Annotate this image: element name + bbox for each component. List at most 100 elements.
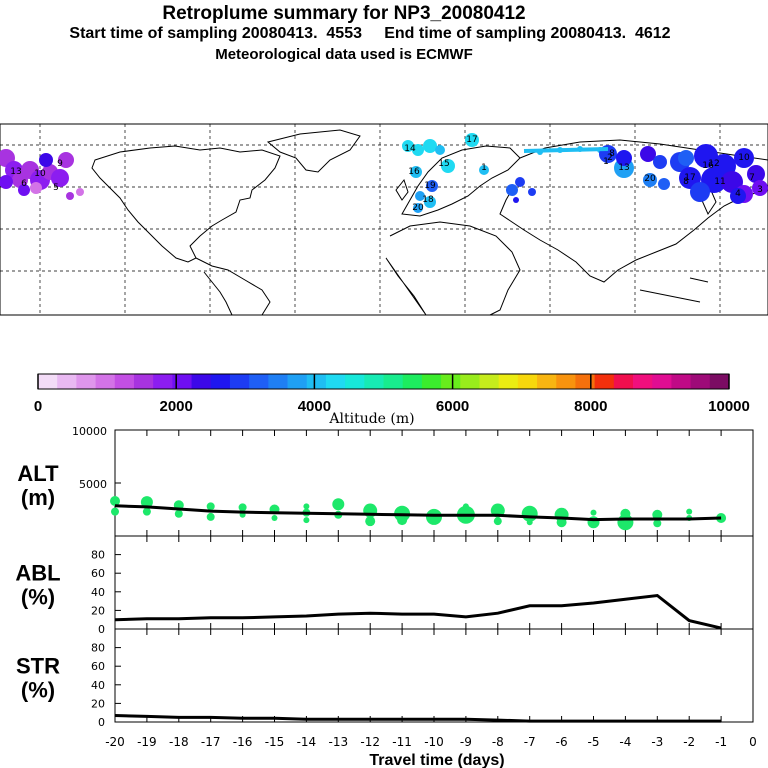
colorbar-swatch [210, 374, 231, 389]
x-tick-label: -11 [392, 735, 412, 749]
cluster-marker [734, 148, 754, 168]
series-line-str [114, 714, 722, 723]
altitude-cluster-point [716, 512, 727, 523]
panel-label: ALT [17, 461, 59, 486]
cluster-marker [39, 153, 53, 167]
altitude-cluster-point [238, 503, 247, 512]
colorbar-swatch [594, 374, 615, 389]
cluster-marker [658, 178, 670, 190]
cluster-marker [426, 180, 438, 192]
x-tick-label: -4 [619, 735, 631, 749]
cluster-marker [721, 171, 743, 193]
altitude-cluster-point [365, 516, 376, 527]
time-series-panels: 100005000ALT(m)806040200ABL(%)806040200S… [15, 425, 756, 768]
cluster-label: 8 [609, 149, 615, 159]
altitude-cluster-point [493, 517, 502, 526]
y-tick-label: 0 [98, 716, 105, 729]
colorbar-swatch [537, 374, 557, 389]
coastline-uk [395, 178, 409, 201]
altitude-cluster-point [462, 503, 469, 510]
altitude-cluster-point [652, 509, 663, 520]
colorbar-swatch [441, 374, 461, 389]
x-tick-label: 0 [749, 735, 757, 749]
cluster-marker [690, 182, 710, 202]
cluster-label: 1 [481, 163, 487, 173]
colorbar-tick-label: 4000 [298, 398, 331, 415]
altitude-cluster-point [620, 508, 631, 519]
colorbar-swatch [76, 374, 96, 389]
altitude-cluster-point [426, 508, 442, 525]
x-tick-label: -13 [328, 735, 348, 749]
x-tick-label: -18 [169, 735, 189, 749]
cluster-marker [51, 169, 69, 187]
cluster-marker [640, 146, 656, 162]
altitude-colorbar: 0 2000 4000 6000 8000 10000 Altitude (m) [34, 373, 750, 427]
x-axis-title: Travel time (days) [369, 752, 504, 768]
cluster-label: 6 [21, 179, 27, 189]
panel-unit: (m) [21, 485, 55, 510]
colorbar-swatch [268, 374, 288, 389]
cluster-label: 14 [404, 144, 416, 154]
altitude-cluster-point [206, 512, 215, 521]
colorbar-tick-label: 8000 [574, 398, 607, 415]
cluster-label: 16 [408, 167, 420, 177]
cluster-label: 13 [10, 167, 21, 177]
colorbar-tick-label: 10000 [708, 398, 750, 415]
cluster-label: 20 [644, 174, 656, 184]
altitude-cluster-point [397, 515, 408, 526]
cluster-marker [423, 139, 437, 153]
cluster-label: 8 [683, 177, 689, 187]
cluster-marker [616, 150, 632, 166]
y-tick-label: 40 [91, 679, 105, 692]
cluster-marker [410, 166, 422, 178]
colorbar-swatch [287, 374, 308, 389]
colorbar-swatch [633, 374, 653, 389]
altitude-cluster-point [332, 498, 345, 511]
chart-title: Retroplume summary for NP3_20080412 [162, 3, 526, 24]
cluster-marker [415, 191, 425, 201]
cluster-marker [424, 196, 436, 208]
cluster-marker [30, 182, 42, 194]
cluster-marker [694, 144, 718, 168]
altitude-cluster-point [303, 503, 310, 510]
cluster-marker [513, 197, 519, 203]
colorbar-swatch [613, 374, 634, 389]
colorbar-swatch [460, 374, 480, 389]
x-tick-label: -12 [360, 735, 380, 749]
colorbar-swatch [114, 374, 135, 389]
altitude-cluster-point [526, 519, 533, 526]
cluster-label: 1 [603, 157, 609, 167]
y-tick-label: 80 [91, 549, 105, 562]
colorbar-swatch [38, 374, 58, 389]
coastlines [91, 129, 768, 316]
cluster-marker [66, 192, 74, 200]
cluster-marker [435, 145, 445, 155]
altitude-cluster-point [110, 496, 120, 507]
panel-alt: 10000 5000 ALT(m) [17, 425, 754, 537]
altitude-cluster-point [142, 507, 151, 516]
y-tick-label: 5000 [79, 478, 107, 491]
cluster-label: 10 [34, 169, 46, 179]
colorbar-title: Altitude (m) [328, 411, 414, 427]
cluster-label: 11 [714, 177, 725, 187]
y-tick-label: 0 [98, 623, 105, 636]
altitude-cluster-point [686, 508, 693, 515]
altitude-cluster-point [271, 514, 278, 521]
cluster-label: 17 [684, 173, 695, 183]
sampling-time-line: Start time of sampling 20080413. 4553 En… [69, 25, 671, 42]
colorbar-swatch [364, 374, 384, 389]
altitude-cluster-point [140, 496, 153, 509]
colorbar-tick-label: 6000 [436, 398, 469, 415]
cluster-marker [412, 144, 424, 156]
panel-label: STR [16, 654, 60, 679]
cluster-label: 12 [708, 159, 719, 169]
panel-label: ABL [15, 561, 60, 586]
cluster-marker [730, 188, 746, 204]
y-tick-label: 20 [91, 604, 105, 617]
colorbar-swatch [133, 374, 154, 389]
cluster-marker [643, 173, 657, 187]
cluster-marker [413, 203, 423, 213]
coastline-north-america [91, 145, 281, 263]
colorbar-swatch [690, 374, 711, 389]
